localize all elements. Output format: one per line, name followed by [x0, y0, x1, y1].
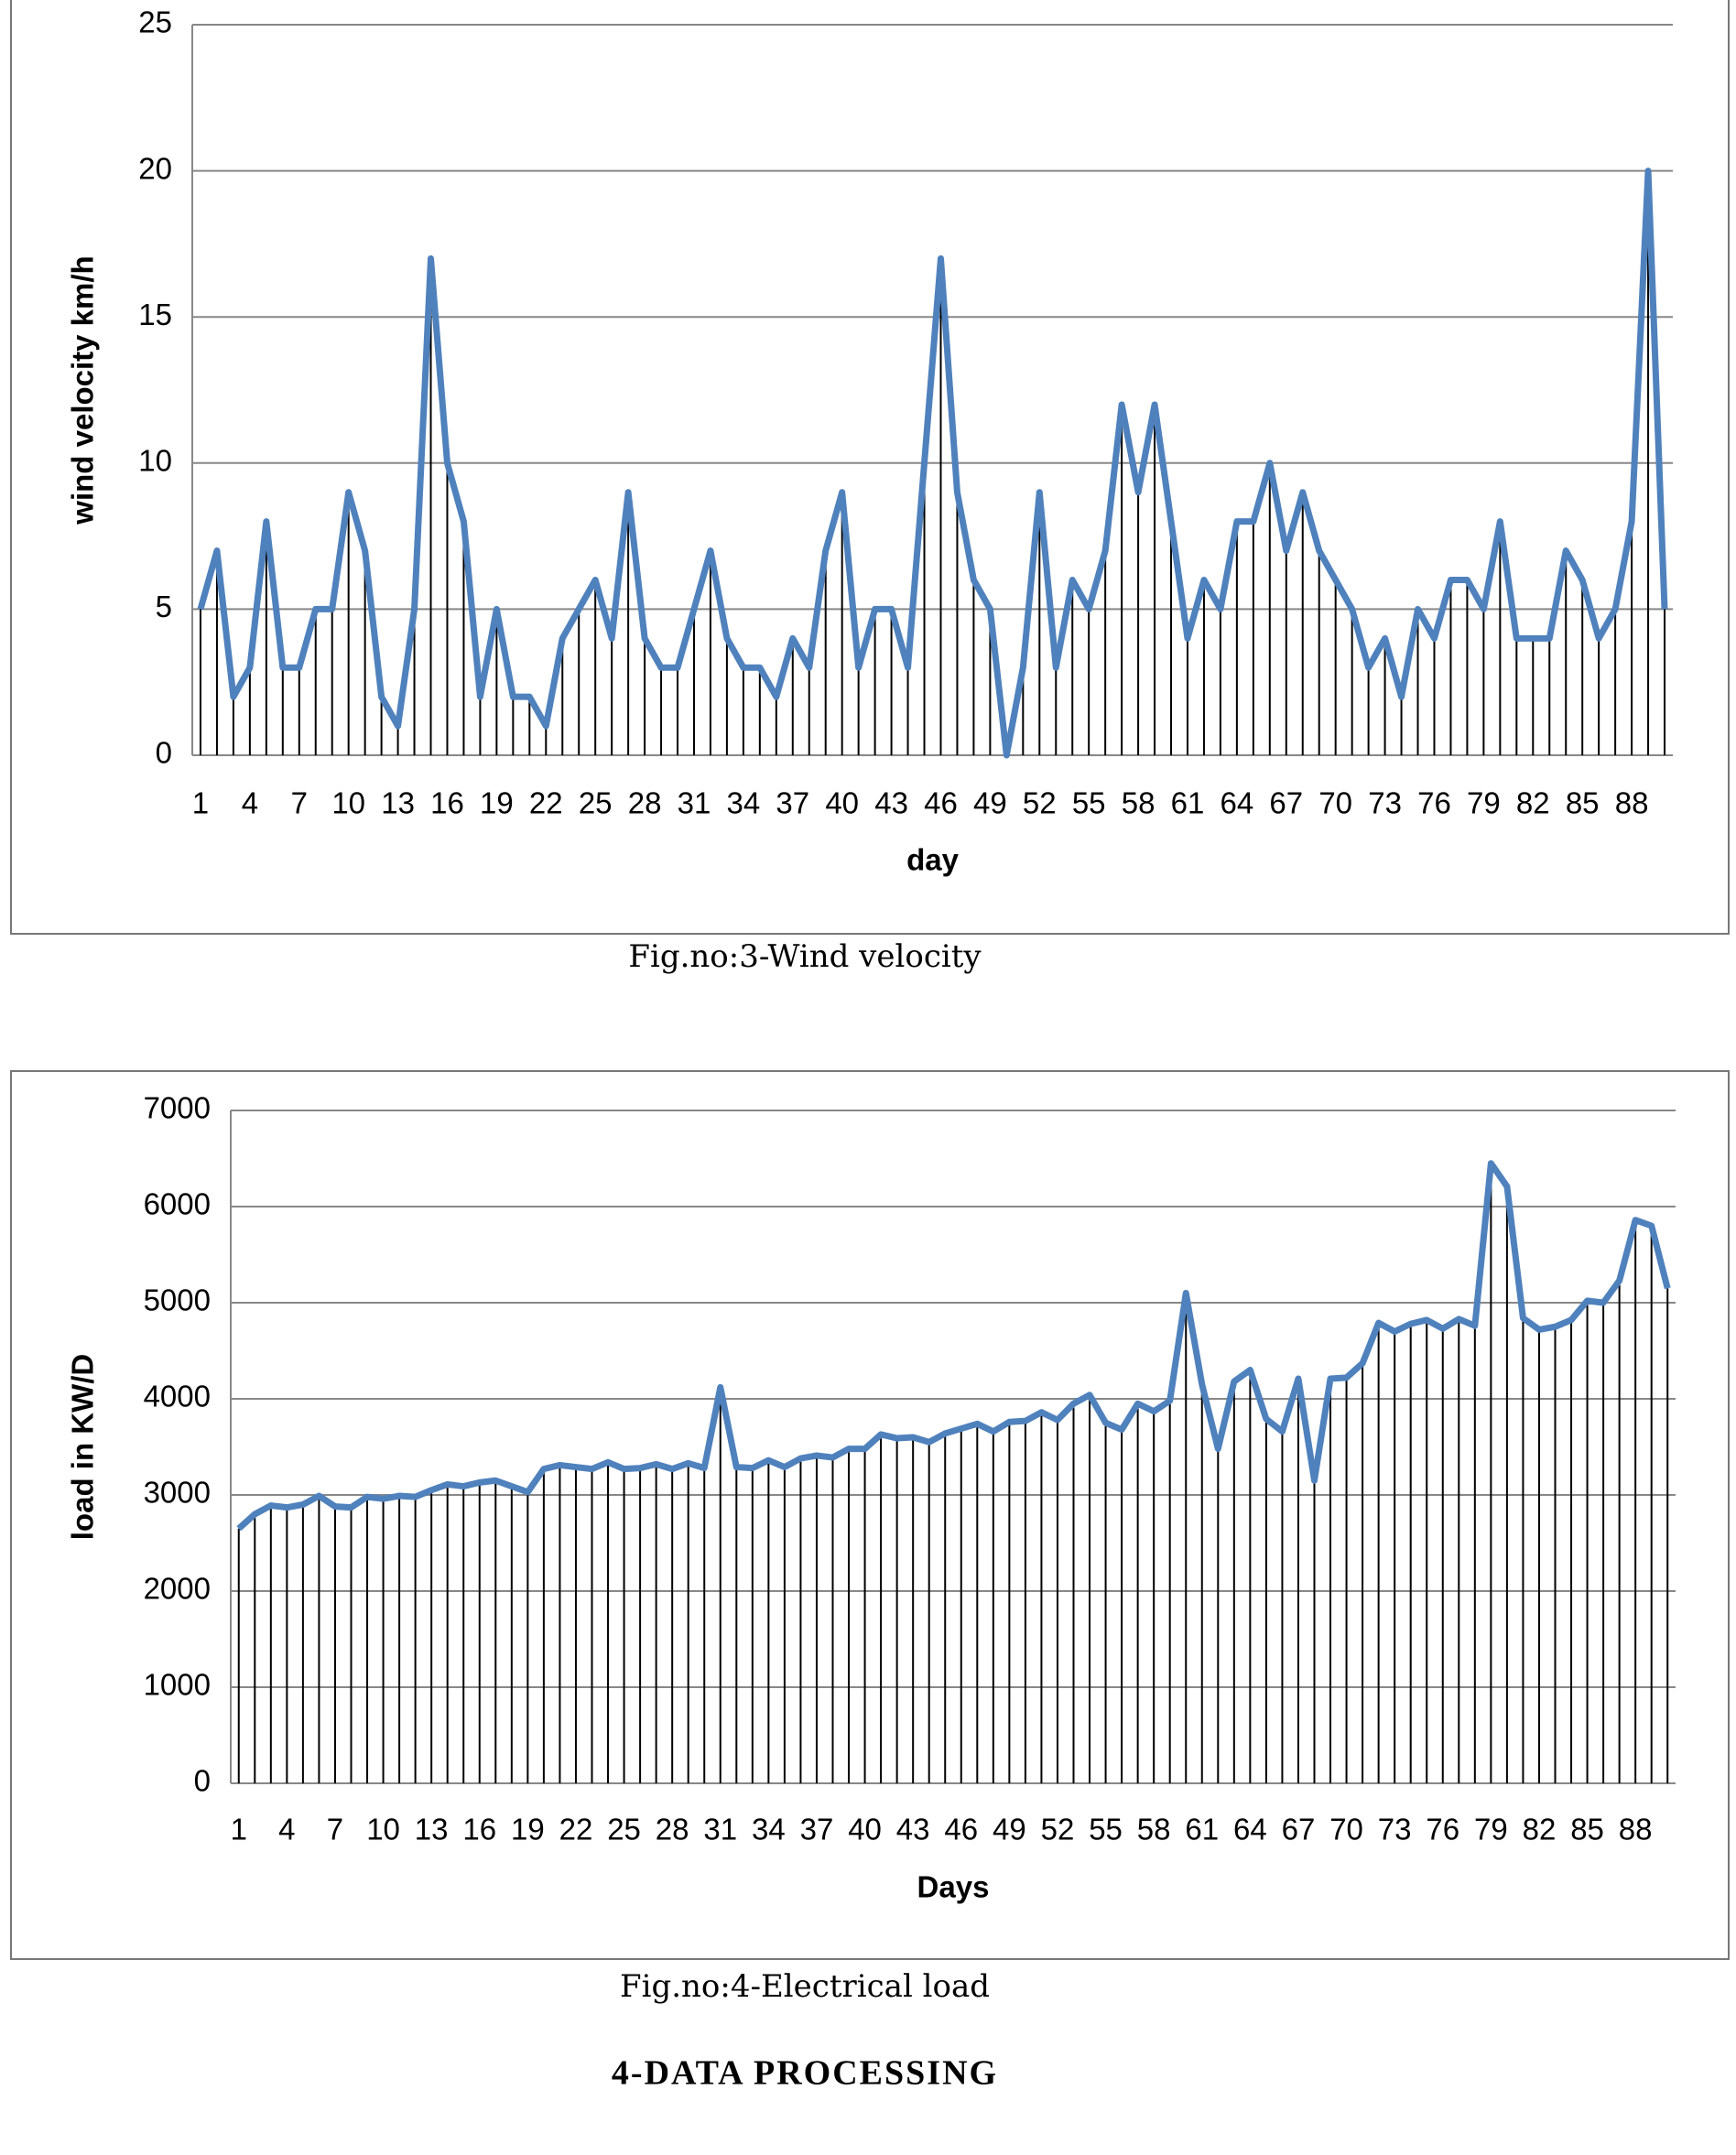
x-tick-label: 79 [1467, 786, 1501, 820]
x-tick-label: 49 [993, 1813, 1026, 1846]
x-tick-label: 76 [1417, 786, 1451, 820]
x-tick-label: 85 [1566, 786, 1600, 820]
x-tick-label: 52 [1023, 786, 1057, 820]
y-tick-label: 0 [156, 736, 172, 770]
x-tick-label: 4 [278, 1813, 295, 1846]
x-tick-label: 22 [529, 786, 563, 820]
x-tick-label: 7 [327, 1813, 343, 1846]
y-tick-label: 6000 [144, 1187, 211, 1221]
y-tick-label: 15 [138, 298, 172, 331]
x-tick-label: 16 [462, 1813, 496, 1846]
caption: Fig.no:3-Wind velocity [628, 938, 982, 975]
x-tick-label: 28 [656, 1813, 689, 1846]
x-tick-label: 76 [1426, 1813, 1459, 1846]
data-line [236, 1160, 1671, 1532]
x-tick-label: 85 [1570, 1813, 1604, 1846]
x-tick-label: 25 [607, 1813, 641, 1846]
x-tick-label: 88 [1615, 786, 1649, 820]
x-tick-label: 28 [628, 786, 662, 820]
x-tick-label: 46 [924, 786, 958, 820]
x-tick-label: 49 [973, 786, 1007, 820]
caption: Fig.no:4-Electrical load [620, 1968, 990, 2005]
x-tick-label: 64 [1233, 1813, 1267, 1846]
x-tick-label: 67 [1282, 1813, 1316, 1846]
x-tick-label: 16 [430, 786, 464, 820]
x-tick-label: 34 [727, 786, 761, 820]
x-tick-label: 73 [1378, 1813, 1412, 1846]
x-tick-label: 19 [511, 1813, 545, 1846]
data-line [197, 168, 1668, 759]
x-tick-label: 31 [703, 1813, 737, 1846]
x-tick-label: 34 [752, 1813, 786, 1846]
x-tick-label: 1 [192, 786, 209, 820]
y-tick-label: 0 [194, 1764, 211, 1798]
x-tick-label: 43 [896, 1813, 930, 1846]
y-tick-label: 20 [138, 151, 172, 185]
x-tick-label: 22 [559, 1813, 593, 1846]
y-tick-label: 7000 [144, 1091, 211, 1125]
x-tick-label: 37 [776, 786, 809, 820]
y-tick-label: 10 [138, 444, 172, 478]
x-tick-label: 40 [848, 1813, 882, 1846]
y-tick-label: 2000 [144, 1572, 211, 1606]
x-tick-label: 40 [825, 786, 859, 820]
x-tick-label: 55 [1089, 1813, 1123, 1846]
x-tick-label: 61 [1171, 786, 1205, 820]
x-tick-label: 58 [1122, 786, 1156, 820]
x-axis-title: Days [917, 1870, 990, 1904]
x-tick-label: 4 [242, 786, 258, 820]
x-tick-label: 73 [1368, 786, 1402, 820]
x-tick-label: 10 [366, 1813, 400, 1846]
y-tick-label: 4000 [144, 1380, 211, 1413]
x-tick-label: 70 [1329, 1813, 1363, 1846]
y-tick-label: 5 [156, 590, 172, 623]
x-tick-label: 55 [1072, 786, 1106, 820]
y-tick-label: 5000 [144, 1283, 211, 1317]
x-tick-label: 52 [1041, 1813, 1075, 1846]
y-tick-label: 1000 [144, 1668, 211, 1702]
x-tick-label: 64 [1221, 786, 1254, 820]
x-tick-label: 82 [1523, 1813, 1557, 1846]
x-tick-label: 79 [1474, 1813, 1508, 1846]
chart-frame [10, 0, 1730, 935]
y-tick-label: 25 [138, 5, 172, 39]
x-tick-label: 19 [480, 786, 514, 820]
x-tick-label: 13 [381, 786, 415, 820]
x-tick-label: 37 [800, 1813, 834, 1846]
y-axis-title: wind velocity km/h [66, 255, 100, 525]
x-tick-label: 46 [944, 1813, 978, 1846]
x-tick-label: 43 [874, 786, 908, 820]
x-tick-label: 82 [1516, 786, 1550, 820]
x-tick-label: 70 [1318, 786, 1352, 820]
y-tick-label: 3000 [144, 1476, 211, 1510]
x-tick-label: 10 [331, 786, 365, 820]
x-tick-label: 7 [291, 786, 308, 820]
x-tick-label: 67 [1269, 786, 1303, 820]
chart-frame [10, 1070, 1730, 1960]
section-heading: 4-DATA PROCESSING [612, 2054, 998, 2093]
x-tick-label: 25 [579, 786, 613, 820]
x-tick-label: 61 [1185, 1813, 1219, 1846]
x-tick-label: 31 [678, 786, 711, 820]
x-tick-label: 58 [1137, 1813, 1171, 1846]
x-axis-title: day [906, 843, 960, 877]
y-axis-title: load in KW/D [66, 1354, 100, 1540]
x-tick-label: 1 [231, 1813, 247, 1846]
x-tick-label: 13 [415, 1813, 449, 1846]
x-tick-label: 88 [1619, 1813, 1653, 1846]
